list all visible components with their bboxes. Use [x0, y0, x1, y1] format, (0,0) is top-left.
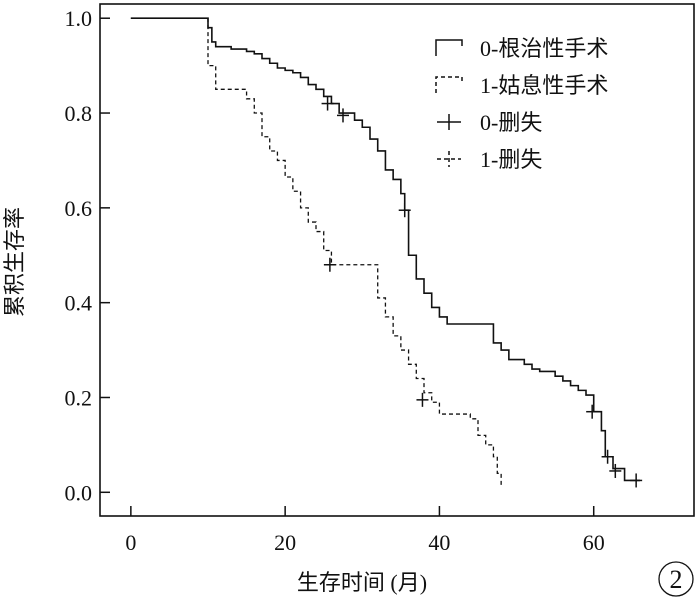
- legend-item: 1-删失: [437, 147, 542, 172]
- censor-mark: [323, 257, 336, 272]
- figure-number: 2: [670, 565, 683, 594]
- legend-label: 0-根治性手术: [480, 36, 608, 61]
- legend-item: 0-根治性手术: [435, 36, 608, 61]
- x-tick-label: 60: [583, 530, 605, 555]
- y-axis-title: 累积生存率: [2, 207, 27, 317]
- series-line-radical-surgery: [130, 17, 640, 482]
- legend-line-swatch: [435, 39, 463, 56]
- x-axis-title: 生存时间 (月): [297, 570, 427, 595]
- censor-markers: [321, 96, 643, 488]
- censor-mark: [630, 473, 643, 488]
- legend-label: 0-删失: [480, 110, 542, 135]
- figure-number-badge: 2: [658, 561, 694, 597]
- survival-curves: [130, 17, 640, 486]
- y-tick-label: 0.0: [65, 480, 93, 505]
- x-tick-label: 40: [428, 530, 450, 555]
- legend-label: 1-删失: [480, 147, 542, 172]
- y-tick-label: 1.0: [65, 6, 93, 31]
- y-tick-label: 0.8: [65, 101, 93, 126]
- legend-label: 1-姑息性手术: [480, 73, 608, 98]
- censor-mark: [586, 404, 599, 419]
- censor-mark: [609, 463, 622, 478]
- plot-frame: [99, 3, 695, 517]
- y-tick-label: 0.4: [65, 291, 93, 316]
- y-tick-label: 0.2: [65, 385, 93, 410]
- x-tick-label: 0: [125, 530, 136, 555]
- censor-mark: [416, 392, 429, 407]
- legend-item: 1-姑息性手术: [435, 73, 608, 98]
- y-axis: 0.0 0.2 0.4 0.6 0.8 1.0: [65, 6, 110, 505]
- censor-mark: [321, 96, 334, 111]
- legend-item: 0-删失: [437, 110, 542, 135]
- legend: 0-根治性手术 1-姑息性手术 0-删失 1-删失: [435, 36, 608, 172]
- y-tick-label: 0.6: [65, 196, 93, 221]
- censor-mark: [337, 108, 349, 123]
- x-axis: 0 20 40 60: [125, 506, 605, 555]
- censor-mark: [601, 449, 614, 464]
- x-tick-label: 20: [274, 530, 296, 555]
- legend-line-swatch: [435, 76, 463, 93]
- censor-mark: [398, 203, 411, 218]
- series-line-palliative-surgery: [130, 17, 502, 486]
